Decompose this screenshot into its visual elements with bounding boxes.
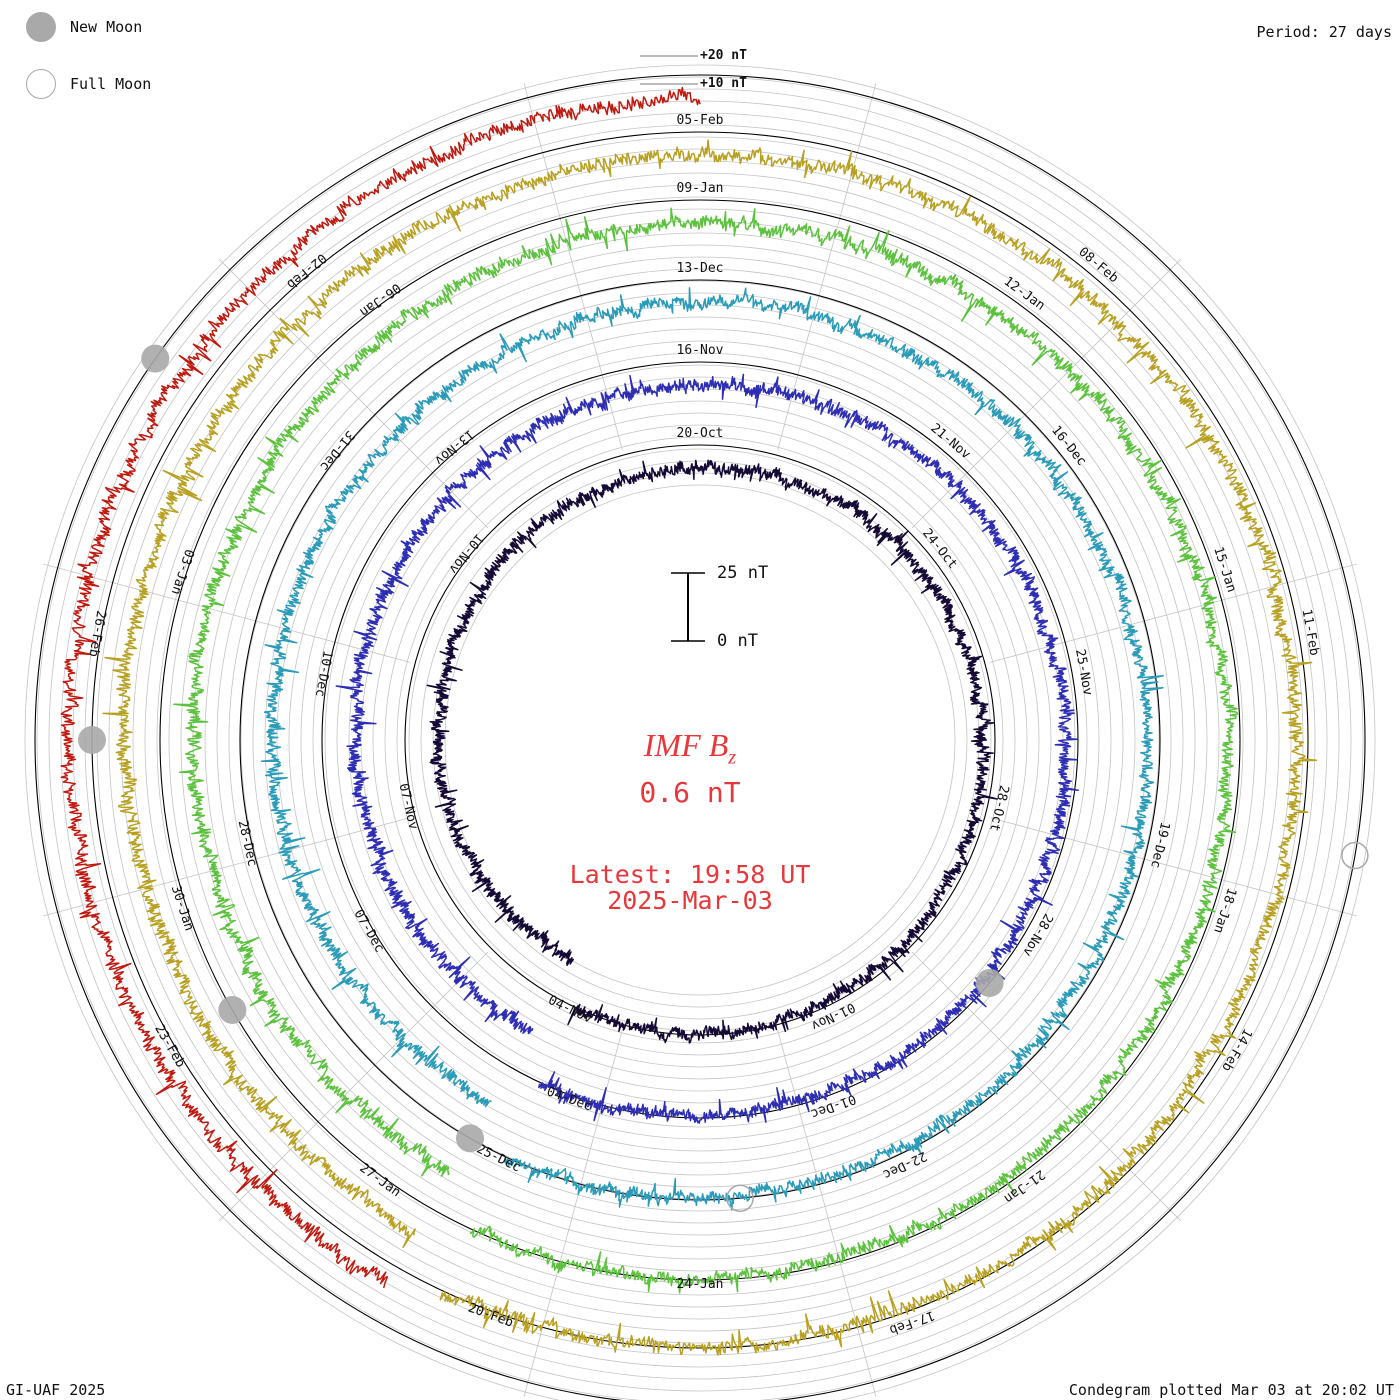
date-tick-label: 25-Nov: [1072, 648, 1095, 697]
footer-plotted: Condegram plotted Mar 03 at 20:02 UT: [1068, 1381, 1394, 1399]
date-tick-label: 16-Nov: [677, 343, 724, 358]
scale-bottom-label: 0 nT: [717, 631, 758, 651]
chart-title-sub: z: [728, 746, 737, 769]
grid-circle: [144, 184, 1256, 1296]
grid-circle: [48, 88, 1352, 1392]
grid-circle: [396, 436, 1004, 1044]
period-label: Period: 27 days: [1256, 23, 1392, 41]
grid-circle: [276, 316, 1124, 1164]
grid-circle: [72, 112, 1328, 1368]
chart-title: IMF Bz: [540, 727, 840, 769]
new-moon-marker: [975, 968, 1004, 997]
date-tick-label: 11-Feb: [1299, 608, 1322, 657]
legend-full-moon: Full Moon: [26, 69, 151, 99]
new-moon-icon: [26, 12, 56, 42]
trace-rotation-1: [426, 459, 999, 1044]
grid-circle: [288, 328, 1112, 1152]
new-moon-marker: [218, 996, 247, 1024]
date-tick-label: 03-Jan: [168, 547, 197, 596]
full-moon-marker: [726, 1184, 754, 1212]
date-tick-label: 05-Feb: [677, 113, 724, 128]
date-tick-label: 13-Dec: [677, 261, 724, 276]
date-tick-label: 13-Nov: [431, 426, 477, 468]
grid-circle: [216, 256, 1184, 1224]
grid-circle: [24, 64, 1376, 1400]
zero-line-ring-2: [321, 361, 1079, 1119]
trace-rotation-3: [260, 287, 1164, 1211]
date-tick-label: 01-Nov: [808, 999, 857, 1033]
grid-circle: [300, 340, 1100, 1140]
latest-date: 2025-Mar-03: [607, 886, 773, 915]
grid-spoke: [523, 83, 623, 451]
date-tick-label: 20-Oct: [677, 426, 724, 441]
grid-circle: [384, 424, 1016, 1056]
grid-spoke: [43, 817, 411, 917]
grid-circle: [192, 232, 1208, 1248]
date-tick-label: 15-Jan: [1210, 545, 1239, 594]
scale-top-label: 25 nT: [717, 563, 769, 583]
date-tick-label: 17-Feb: [887, 1307, 936, 1337]
date-tick-label: 30-Jan: [168, 884, 197, 933]
trace-rotation-4: [173, 207, 1239, 1294]
grid-spoke: [989, 817, 1357, 917]
date-tick-label: 24-Jan: [677, 1277, 724, 1292]
trace-rotation-5: [102, 139, 1318, 1356]
legend-new-moon-label: New Moon: [70, 18, 143, 36]
grid-circle: [156, 196, 1244, 1284]
plus10-label: +10 nT: [700, 76, 747, 91]
grid-circle: [204, 244, 1196, 1236]
date-tick-label: 31-Dec: [316, 427, 357, 473]
date-tick-label: 28-Dec: [235, 819, 260, 868]
chart-title-main: IMF B: [643, 727, 729, 763]
date-tick-label: 10-Nov: [445, 530, 486, 576]
grid-circle: [132, 172, 1268, 1308]
grid-circle: [108, 148, 1292, 1332]
date-tick-label: 09-Jan: [677, 181, 724, 196]
trace-rotation-6: [60, 86, 701, 1289]
new-moon-marker: [78, 726, 106, 754]
grid-spoke: [218, 258, 489, 529]
date-tick-label: 10-Dec: [312, 649, 335, 698]
footer-credit: GI-UAF 2025: [6, 1381, 106, 1399]
legend-new-moon: New Moon: [26, 12, 142, 42]
grid-spoke: [911, 951, 1182, 1222]
date-tick-label: 06-Jan: [357, 280, 404, 320]
grid-spoke: [218, 951, 489, 1222]
grid-circle: [312, 352, 1088, 1128]
grid-circle: [360, 400, 1040, 1080]
grid-circle: [60, 100, 1340, 1380]
grid-circle: [372, 412, 1028, 1068]
grid-circle: [168, 208, 1232, 1272]
full-moon-marker: [1341, 841, 1369, 870]
latest-time: Latest: 19:58 UT: [569, 860, 811, 889]
grid-spoke: [911, 258, 1182, 529]
grid-circle: [36, 76, 1364, 1400]
grid-circle: [252, 292, 1148, 1188]
grid-spoke: [777, 83, 877, 451]
trace-rotation-2: [335, 373, 1079, 1124]
current-value: 0.6 nT: [639, 776, 741, 809]
grid-circle: [432, 472, 968, 1008]
zero-line-ring-6: [34, 74, 1366, 1400]
plus20-label: +20 nT: [700, 48, 747, 63]
grid-circle: [228, 268, 1172, 1212]
date-tick-label: 18-Jan: [1210, 886, 1239, 935]
grid-spoke: [777, 1029, 877, 1397]
grid-circle: [444, 484, 956, 996]
new-moon-marker: [456, 1124, 484, 1153]
grid-spoke: [43, 563, 411, 663]
legend-full-moon-label: Full Moon: [70, 75, 152, 93]
date-tick-label: 26-Feb: [85, 609, 108, 658]
new-moon-marker: [141, 344, 170, 373]
full-moon-icon: [26, 69, 56, 99]
